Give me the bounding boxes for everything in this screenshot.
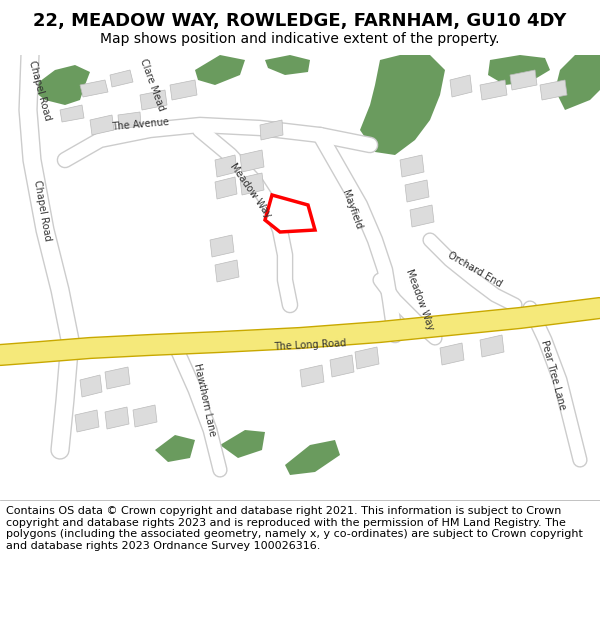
Text: Chapel Road: Chapel Road xyxy=(27,59,53,121)
Polygon shape xyxy=(133,405,157,427)
Polygon shape xyxy=(90,115,114,135)
Polygon shape xyxy=(330,355,354,377)
Text: Pear Tree Lane: Pear Tree Lane xyxy=(539,339,567,411)
Polygon shape xyxy=(440,343,464,365)
Polygon shape xyxy=(555,55,600,110)
Polygon shape xyxy=(105,367,130,389)
Text: Map shows position and indicative extent of the property.: Map shows position and indicative extent… xyxy=(100,32,500,46)
Text: Chapel Road: Chapel Road xyxy=(32,179,52,241)
Polygon shape xyxy=(300,365,324,387)
Polygon shape xyxy=(480,335,504,357)
Polygon shape xyxy=(118,112,141,129)
Text: The Avenue: The Avenue xyxy=(111,118,169,132)
Polygon shape xyxy=(215,177,237,199)
Polygon shape xyxy=(285,440,340,475)
Text: The Long Road: The Long Road xyxy=(274,338,346,352)
Polygon shape xyxy=(540,80,567,100)
Polygon shape xyxy=(265,195,315,232)
Text: Contains OS data © Crown copyright and database right 2021. This information is : Contains OS data © Crown copyright and d… xyxy=(6,506,583,551)
Polygon shape xyxy=(80,375,102,397)
Text: Hawthorn Lane: Hawthorn Lane xyxy=(193,362,218,438)
Polygon shape xyxy=(35,65,90,105)
Polygon shape xyxy=(400,155,424,177)
Text: Clare Mead: Clare Mead xyxy=(138,58,166,112)
Polygon shape xyxy=(75,410,99,432)
Polygon shape xyxy=(265,55,310,75)
Polygon shape xyxy=(210,235,234,257)
Polygon shape xyxy=(405,180,429,202)
Polygon shape xyxy=(155,435,195,462)
Polygon shape xyxy=(195,55,245,85)
Polygon shape xyxy=(240,150,264,172)
Polygon shape xyxy=(410,205,434,227)
Polygon shape xyxy=(105,407,129,429)
Polygon shape xyxy=(260,120,283,140)
Polygon shape xyxy=(360,55,445,155)
Text: 22, MEADOW WAY, ROWLEDGE, FARNHAM, GU10 4DY: 22, MEADOW WAY, ROWLEDGE, FARNHAM, GU10 … xyxy=(34,12,566,30)
Polygon shape xyxy=(60,105,84,122)
Polygon shape xyxy=(480,80,507,100)
Polygon shape xyxy=(220,430,265,458)
Polygon shape xyxy=(140,90,167,110)
Polygon shape xyxy=(240,173,264,195)
Polygon shape xyxy=(80,80,108,97)
Text: Meadow Way: Meadow Way xyxy=(229,161,274,219)
Polygon shape xyxy=(170,80,197,100)
Polygon shape xyxy=(110,70,133,87)
Polygon shape xyxy=(510,70,537,90)
Polygon shape xyxy=(450,75,472,97)
Text: Mayfield: Mayfield xyxy=(340,189,364,231)
Polygon shape xyxy=(215,155,237,177)
Polygon shape xyxy=(355,347,379,369)
Polygon shape xyxy=(488,55,550,85)
Text: Meadow Way: Meadow Way xyxy=(404,268,436,332)
Polygon shape xyxy=(215,260,239,282)
Text: Orchard End: Orchard End xyxy=(446,251,504,289)
